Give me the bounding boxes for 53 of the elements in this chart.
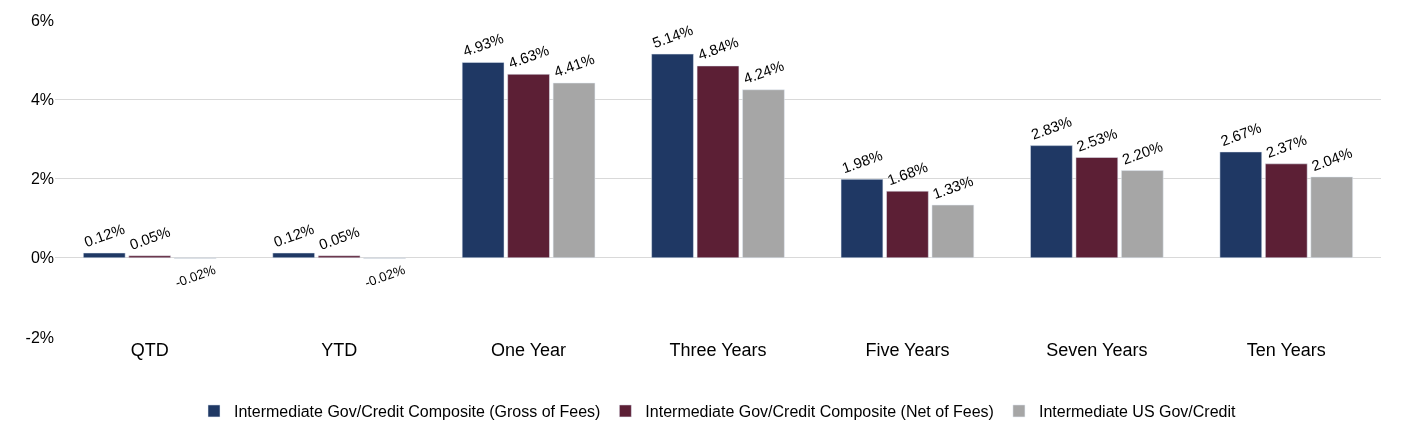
bar	[742, 89, 785, 258]
data-label: 2.83%	[1029, 113, 1074, 143]
data-label: 2.37%	[1264, 131, 1309, 161]
x-tick-label: Three Years	[669, 340, 767, 360]
data-label: 1.98%	[839, 147, 885, 177]
data-label: 0.05%	[127, 223, 173, 253]
data-label: 2.04%	[1309, 144, 1355, 174]
data-label: -0.02%	[173, 261, 218, 291]
bar	[1310, 176, 1353, 258]
y-tick-label: 2%	[30, 170, 54, 188]
data-label: 0.12%	[82, 220, 127, 251]
bar	[83, 252, 126, 258]
bar	[1265, 163, 1308, 258]
bar	[1030, 145, 1073, 258]
bar	[840, 179, 884, 258]
data-label: 4.84%	[695, 33, 741, 64]
legend-label: Intermediate US Gov/Credit	[1038, 403, 1237, 421]
bar	[552, 82, 596, 258]
y-tick-label: -2%	[25, 328, 54, 346]
data-label: 1.33%	[930, 172, 976, 203]
bar	[507, 74, 550, 258]
data-label: 4.93%	[460, 30, 506, 60]
data-label: 4.41%	[551, 50, 597, 81]
y-tick-label: 6%	[30, 11, 54, 29]
x-tick-label: QTD	[130, 340, 169, 360]
y-tick-label: 4%	[30, 90, 54, 108]
x-tick-label: Ten Years	[1246, 340, 1326, 360]
data-label: 2.53%	[1074, 125, 1120, 155]
legend-label: Intermediate Gov/Credit Composite (Gross of Fees)	[234, 403, 601, 421]
bar	[461, 62, 505, 258]
data-label: 0.05%	[316, 223, 362, 253]
x-tick-label: YTD	[321, 340, 358, 360]
bar	[931, 204, 975, 258]
y-tick-label: 0%	[30, 249, 54, 267]
data-label: 4.24%	[741, 57, 786, 87]
bar	[886, 190, 929, 258]
bar	[651, 53, 694, 258]
x-tick-label: Seven Years	[1046, 340, 1148, 360]
data-label: 1.68%	[885, 158, 930, 189]
x-tick-label: Five Years	[865, 340, 950, 360]
data-label: 2.20%	[1120, 138, 1165, 168]
x-tick-label: One Year	[491, 340, 567, 360]
data-label: -0.02%	[362, 261, 408, 291]
bar	[1075, 157, 1119, 258]
data-label: 2.67%	[1218, 119, 1264, 149]
data-label: 0.12%	[271, 220, 317, 251]
bar	[1121, 170, 1164, 258]
bar	[272, 252, 315, 258]
bar	[696, 65, 740, 258]
data-label: 4.63%	[506, 42, 552, 72]
legend-label: Intermediate Gov/Credit Composite (Net of Fees)	[645, 403, 994, 421]
data-label: 5.14%	[650, 21, 696, 52]
bar	[1219, 151, 1262, 258]
